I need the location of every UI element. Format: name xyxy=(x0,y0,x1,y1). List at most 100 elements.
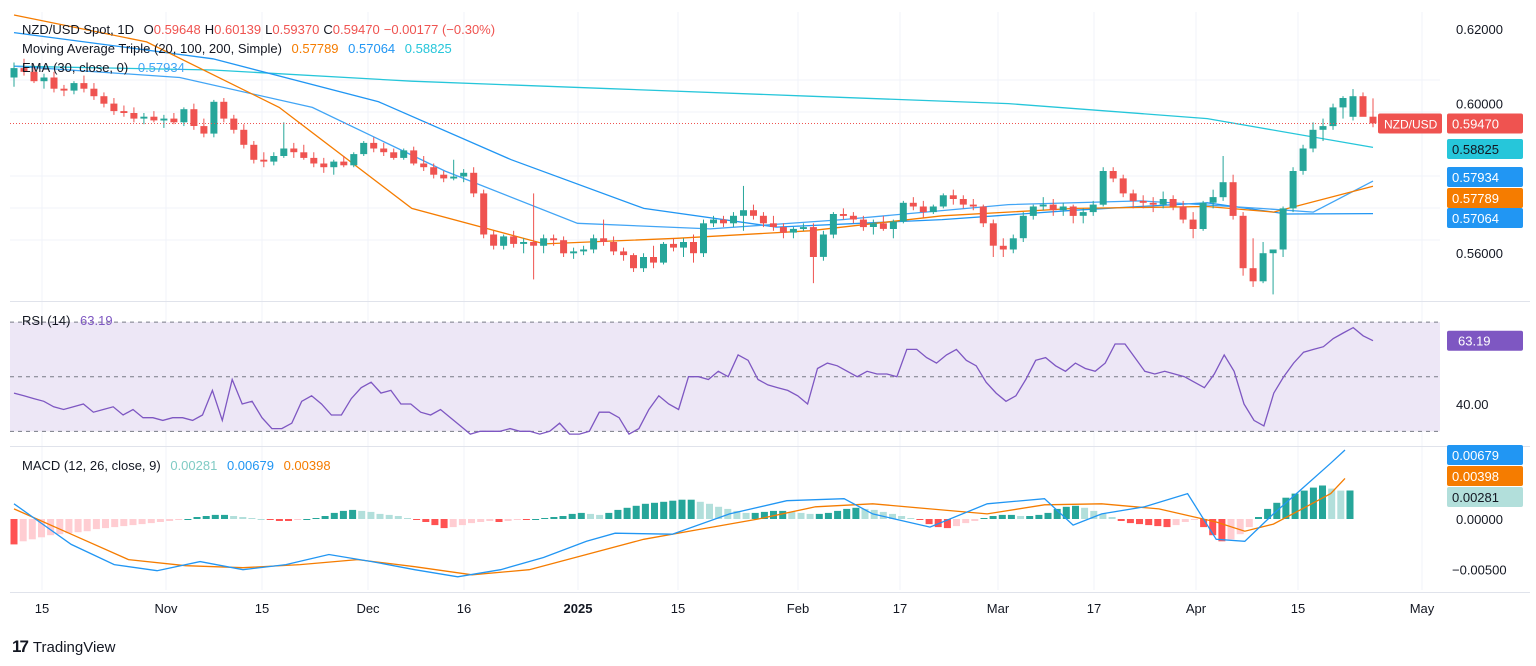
macd-histogram-bar xyxy=(614,509,622,519)
candle-body xyxy=(700,223,707,254)
candle-body xyxy=(400,150,408,158)
macd-histogram-bar xyxy=(577,512,585,519)
candle-body xyxy=(210,101,218,134)
candle-body xyxy=(949,195,957,199)
macd-histogram-bar xyxy=(28,519,36,540)
macd-histogram-bar xyxy=(733,510,741,519)
macd-histogram-bar xyxy=(1227,519,1235,540)
macd-histogram-bar xyxy=(1236,519,1244,535)
candle-body xyxy=(789,228,797,233)
macd-histogram-bar xyxy=(687,499,695,519)
ema30-tag-text: 0.57934 xyxy=(1452,170,1499,185)
candle-body xyxy=(929,206,937,213)
tradingview-branding[interactable]: 17 TradingView xyxy=(12,637,115,657)
candle-body xyxy=(989,223,997,246)
macd-histogram-bar xyxy=(998,514,1006,519)
macd-line xyxy=(13,449,1346,578)
macd-histogram-bar xyxy=(257,519,265,520)
candle-body xyxy=(1099,171,1107,205)
macd-histogram-bar xyxy=(83,519,91,532)
time-axis-tick: Mar xyxy=(987,601,1010,616)
macd-histogram-bar xyxy=(10,519,18,545)
candle-body xyxy=(30,71,38,82)
time-axis-tick: Nov xyxy=(154,601,178,616)
candle-body xyxy=(1219,182,1227,198)
macd-histogram-bar xyxy=(449,519,457,528)
candle-body xyxy=(620,251,628,256)
macd-histogram-bar xyxy=(394,516,402,519)
rsi-legend: RSI (14) 63.19 xyxy=(22,313,119,328)
candle-body xyxy=(819,234,827,257)
candle-body xyxy=(1029,206,1037,216)
macd-histogram-bar xyxy=(916,519,924,520)
price-axis-tick: 0.60000 xyxy=(1456,97,1503,112)
candle-body xyxy=(280,148,288,156)
candle-body xyxy=(650,257,657,263)
macd-histogram-bar xyxy=(843,508,851,519)
macd-histogram-bar xyxy=(211,514,219,519)
candle-body xyxy=(1109,171,1117,179)
macd-histogram-bar xyxy=(824,512,832,519)
macd-histogram-bar xyxy=(587,513,594,519)
macd-signal-tag-text: 0.00398 xyxy=(1452,469,1499,484)
macd-histogram-bar xyxy=(1337,490,1345,519)
macd-histogram-bar xyxy=(38,519,45,538)
candle-body xyxy=(1079,212,1087,216)
macd-histogram-bar xyxy=(568,513,576,519)
macd-histogram-bar xyxy=(1117,519,1125,521)
macd-histogram-bar xyxy=(1163,519,1171,528)
ma20-value: 0.57789 xyxy=(291,41,339,56)
rsi-axis-tick: 40.00 xyxy=(1456,397,1489,412)
candle-body xyxy=(1169,199,1177,207)
candle-body xyxy=(1059,206,1067,211)
candle-body xyxy=(580,249,588,252)
candle-body xyxy=(140,116,148,119)
macd-histogram-bar xyxy=(239,517,247,519)
candle-body xyxy=(530,242,538,246)
macd-histogram-bar xyxy=(294,519,302,520)
macd-histogram-bar xyxy=(934,519,942,528)
candle-body xyxy=(1309,129,1317,149)
macd-histogram-bar xyxy=(1200,519,1208,528)
macd-histogram-bar xyxy=(953,519,960,527)
macd-histogram-bar xyxy=(678,499,686,519)
macd-histogram-bar xyxy=(852,507,860,519)
macd-histogram-bar xyxy=(404,518,411,519)
candle-body xyxy=(859,219,867,228)
candle-body xyxy=(480,193,488,235)
macd-histogram-bar xyxy=(321,516,329,519)
macd-hist-tag-text: 0.00281 xyxy=(1452,490,1499,505)
open-value: 0.59648 xyxy=(153,22,201,37)
price-axis-tick: 0.62000 xyxy=(1456,22,1503,37)
candle-body xyxy=(869,223,877,227)
macd-histogram-bar xyxy=(1053,508,1061,519)
ema-value: 0.57934 xyxy=(137,60,185,75)
macd-histogram-bar xyxy=(422,519,430,522)
macd-histogram-bar xyxy=(111,519,119,528)
macd-histogram-bar xyxy=(275,519,283,521)
candle-body xyxy=(1329,107,1337,127)
candle-body xyxy=(160,118,168,121)
candle-body xyxy=(520,242,528,244)
candle-body xyxy=(130,113,138,119)
macd-histogram-bar xyxy=(898,516,906,519)
macd-histogram-bar xyxy=(1108,517,1116,519)
macd-histogram-bar xyxy=(358,510,366,519)
candle-body xyxy=(190,109,198,126)
candle-body xyxy=(360,142,368,155)
candle-body xyxy=(310,157,318,164)
candle-body xyxy=(1229,182,1237,216)
candle-body xyxy=(1139,200,1147,203)
candle-body xyxy=(849,215,857,220)
rsi-value: 63.19 xyxy=(80,313,113,328)
candle-body xyxy=(100,96,108,104)
candle-body xyxy=(450,176,458,179)
macd-histogram-bar xyxy=(477,519,485,522)
time-axis-tick: Feb xyxy=(787,601,809,616)
macd-histogram-bar xyxy=(1255,517,1262,519)
candle-body xyxy=(1039,204,1047,207)
macd-line-value: 0.00679 xyxy=(226,458,274,473)
low-value: 0.59370 xyxy=(272,22,320,37)
candle-body xyxy=(670,243,677,248)
candle-body xyxy=(340,161,348,166)
